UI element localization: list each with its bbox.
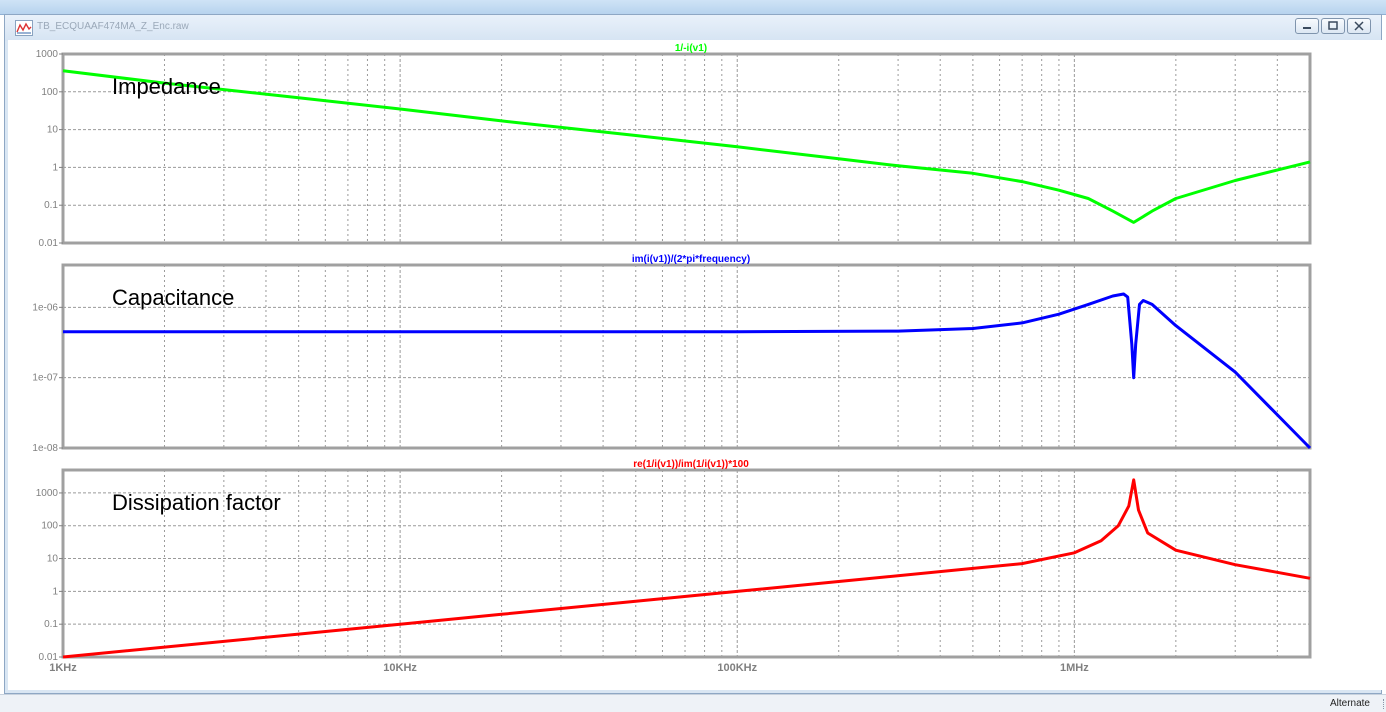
window-title: TB_ECQUAAF474MA_Z_Enc.raw	[37, 21, 189, 32]
y-tick-label: 1e-06	[32, 302, 58, 313]
y-tick-label: 0.1	[44, 619, 58, 630]
y-tick-label: 1e-07	[32, 373, 58, 384]
plot-annotation: Capacitance	[112, 285, 234, 310]
x-tick-label: 1MHz	[1060, 662, 1089, 674]
minimize-button[interactable]	[1295, 18, 1319, 34]
y-tick-label: 0.01	[39, 238, 59, 249]
plot-frame	[61, 52, 1312, 245]
plot-annotation: Impedance	[112, 74, 221, 99]
waveform-plots[interactable]: 10001001010.10.011/-i(v1)Impedance1e-061…	[8, 40, 1382, 690]
series-line	[63, 292, 1312, 450]
y-tick-label: 0.01	[39, 652, 59, 663]
y-tick-label: 1e-08	[32, 443, 58, 454]
close-icon	[1354, 21, 1364, 31]
y-tick-label: 1	[52, 162, 58, 173]
y-tick-label: 10	[47, 125, 59, 136]
plot-frame	[61, 263, 1312, 450]
trace-title: re(1/i(v1))/im(1/i(v1))*100	[633, 459, 749, 470]
x-tick-label: 100KHz	[717, 662, 757, 674]
series-line	[62, 69, 1311, 224]
minimize-icon	[1303, 27, 1311, 29]
window-top-border	[0, 0, 1386, 15]
y-tick-label: 100	[41, 521, 58, 532]
waveform-icon	[15, 20, 33, 36]
plot-annotation: Dissipation factor	[112, 490, 281, 515]
window-controls	[1293, 18, 1371, 34]
x-tick-label: 1KHz	[49, 662, 77, 674]
close-button[interactable]	[1347, 18, 1371, 34]
restore-icon	[1328, 21, 1338, 30]
plot-pane-2: 1e-06 1e-07 1e-08 im(i(v1))/(2*pi*frequency…	[32, 254, 1312, 454]
status-mode: Alternate	[1329, 698, 1370, 709]
x-tick-label: 10KHz	[383, 662, 417, 674]
series-line	[62, 478, 1311, 659]
y-tick-label: 100	[41, 87, 58, 98]
y-tick-label: 1	[52, 586, 58, 597]
y-tick-label: 10	[47, 554, 59, 565]
restore-button[interactable]	[1321, 18, 1345, 34]
y-tick-label: 1000	[36, 49, 59, 60]
resize-grip-icon[interactable]	[1375, 699, 1384, 709]
y-tick-label: 0.1	[44, 200, 58, 211]
window-titlebar[interactable]: TB_ECQUAAF474MA_Z_Enc.raw	[5, 15, 1381, 41]
trace-title: im(i(v1))/(2*pi*frequency)	[632, 254, 750, 265]
y-tick-label: 1000	[36, 488, 59, 499]
plot-pane-1: 1000 100 10 1 0.1 0.01 1/-i(v1) Impedance	[36, 43, 1312, 249]
status-bar: Alternate	[0, 694, 1386, 712]
trace-title: 1/-i(v1)	[675, 43, 707, 54]
plot-area[interactable]: 1000 100 10 1 0.1 0.01 1/-i(v1) Impedance 1e-06 1…	[8, 40, 1382, 690]
plot-frame	[61, 468, 1312, 659]
